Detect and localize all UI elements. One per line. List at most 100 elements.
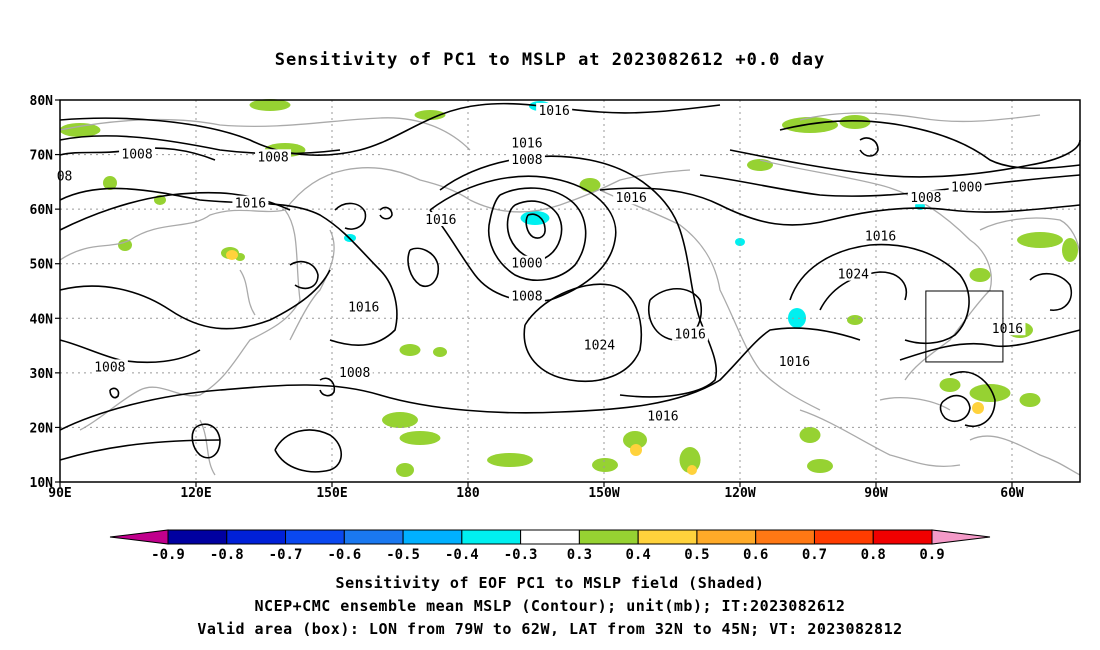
contour-label: 08: [57, 169, 73, 184]
contour-label: 1024: [838, 268, 869, 283]
contour-label: 1016: [779, 355, 810, 370]
colorbar-swatch: [872, 529, 933, 545]
colorbar-swatch: [755, 529, 815, 545]
contour-label-bg: [508, 255, 545, 270]
mslp-contour-line: [949, 371, 996, 427]
contour-label: 1008: [339, 366, 370, 381]
coastline-segment: [59, 209, 301, 431]
contour-label-bg: [672, 326, 709, 341]
contour-label: 1008: [121, 148, 152, 163]
mslp-contour-line: [819, 271, 907, 311]
lon-tick-label: 120W: [724, 486, 755, 501]
lon-tick-label: 150E: [316, 486, 347, 501]
contour-label: 1016: [511, 137, 542, 152]
contour-label: 1016: [865, 229, 896, 244]
chart-title: Sensitivity of PC1 to MSLP at 2023082612…: [274, 50, 826, 70]
contour-label-bg: [835, 266, 872, 281]
shade-patch-positive: [399, 344, 421, 356]
shade-patch-positive: [487, 453, 533, 467]
shade-patch-positive: [433, 347, 447, 357]
shade-patch-positive-high: [687, 465, 697, 475]
shade-patch-negative: [735, 238, 745, 246]
shade-patch-positive: [118, 239, 132, 251]
mslp-contour-line: [599, 187, 1081, 226]
mslp-contour-line: [939, 394, 971, 422]
mslp-contour-line: [729, 139, 1081, 178]
valid-area-box: [925, 290, 1004, 363]
shade-patch-positive: [592, 458, 618, 472]
mslp-contour-line: [899, 329, 1081, 361]
contour-label: 1000: [951, 180, 982, 195]
lon-tick-label: 90W: [864, 486, 888, 501]
colorbar: -0.9 -0.8 -0.7 -0.6 -0.5 -0.4 -0.3 0.3 0.4 0.5 0.6…: [109, 529, 991, 563]
coastline-segment: [799, 112, 1041, 123]
mslp-contour-line: [789, 243, 970, 345]
lat-tick-label: 70N: [30, 149, 54, 164]
lat-tick-label: 30N: [30, 367, 54, 382]
contour-label-bg: [91, 359, 128, 374]
contour-label-bg: [422, 212, 459, 227]
gridlines: [60, 100, 1080, 482]
colorbar-swatch: [167, 529, 228, 545]
contour-label: 1016: [674, 328, 705, 343]
colorbar-label: -0.8: [210, 547, 244, 563]
contour-label-bg: [536, 102, 573, 117]
colorbar-label: 0.9: [919, 547, 944, 563]
colorbar-swatch: [461, 529, 522, 545]
coastline-segment: [799, 409, 961, 467]
mslp-contour-line: [59, 135, 341, 155]
mslp-contours: [59, 102, 1081, 473]
contour-label: 1008: [94, 360, 125, 375]
contour-label: 1008: [511, 153, 542, 168]
coastline-segment: [469, 169, 691, 213]
colorbar-label: 0.8: [861, 547, 886, 563]
contour-label: 1016: [616, 191, 647, 206]
contour-label: 1008: [910, 191, 941, 206]
colorbar-label: -0.7: [269, 547, 303, 563]
colorbar-label: 0.4: [626, 547, 651, 563]
colorbar-label: -0.9: [151, 547, 185, 563]
lon-tick-label: 120E: [180, 486, 211, 501]
colorbar-swatch: [285, 529, 345, 545]
contour-label: 1016: [992, 322, 1023, 337]
colorbar-label: 0.6: [743, 547, 768, 563]
colorbar-swatch: [637, 529, 698, 545]
caption-shaded: Sensitivity of EOF PC1 to MSLP field (Sh…: [335, 574, 765, 592]
shade-patch-positive-high: [226, 250, 238, 260]
shade-patch-positive: [747, 159, 773, 171]
shade-patch-positive: [839, 115, 871, 129]
colorbar-arrow-right: [931, 529, 991, 545]
contour-label-bg: [508, 135, 545, 150]
coastline-segment: [759, 159, 992, 381]
colorbar-label: -0.5: [386, 547, 420, 563]
coastlines: [59, 112, 1081, 476]
shade-patch-positive: [399, 431, 441, 445]
contour-label-bg: [862, 228, 899, 243]
coastline-segment: [969, 435, 1081, 476]
colorbar-swatch: [696, 529, 757, 545]
mslp-contour-line: [319, 377, 336, 397]
shade-patch-positive: [969, 268, 991, 282]
mslp-contour-line: [859, 137, 879, 157]
mslp-contour-line: [334, 202, 367, 230]
contour-label-bg: [989, 321, 1026, 336]
lon-tick-label: 60W: [1000, 486, 1024, 501]
contour-label: 1016: [235, 197, 266, 212]
shade-patch-positive: [623, 431, 647, 449]
coastline-segment: [599, 189, 821, 411]
mslp-contour-line: [59, 439, 221, 461]
contour-label-bg: [345, 299, 382, 314]
shade-patch-positive: [782, 117, 838, 133]
contour-label-bg: [644, 408, 681, 423]
colorbar-label: -0.6: [327, 547, 361, 563]
colorbar-swatch: [402, 529, 463, 545]
contour-label-bg: [948, 179, 985, 194]
sensitivity-shading: [59, 99, 1078, 477]
map-frame: [59, 99, 1081, 483]
colorbar-swatch: [520, 529, 580, 545]
mslp-contour-line: [699, 174, 1081, 197]
colorbar-swatch: [578, 529, 639, 545]
